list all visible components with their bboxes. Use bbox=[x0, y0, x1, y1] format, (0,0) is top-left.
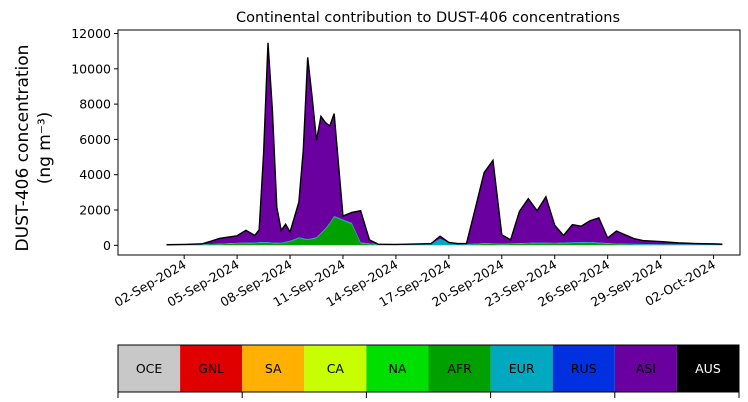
legend-swatch-oce bbox=[118, 345, 181, 392]
y-axis-label-line2: (ng m⁻³) bbox=[35, 112, 55, 185]
y-tick-label: 8000 bbox=[79, 97, 111, 112]
y-axis-label-line1: DUST-406 concentration bbox=[13, 45, 33, 252]
legend-swatch-na bbox=[366, 345, 429, 392]
legend-label-gnl: GNL bbox=[198, 361, 224, 376]
legend-label-rus: RUS bbox=[571, 361, 597, 376]
legend-label-eur: EUR bbox=[509, 361, 535, 376]
legend-swatch-afr bbox=[428, 345, 491, 392]
legend-swatch-gnl bbox=[180, 345, 243, 392]
axes-group: 02000400060008000100001200002-Sep-202405… bbox=[71, 26, 741, 310]
y-tick-label: 4000 bbox=[79, 167, 111, 182]
total-outline-group bbox=[166, 42, 723, 246]
y-axis-label: DUST-406 concentration (ng m⁻³) bbox=[13, 45, 55, 252]
y-tick-label: 12000 bbox=[71, 26, 111, 41]
legend-label-oce: OCE bbox=[136, 361, 163, 376]
area-asi bbox=[166, 42, 723, 245]
y-tick-label: 0 bbox=[103, 238, 111, 253]
legend-label-sa: SA bbox=[265, 361, 282, 376]
legend-swatch-ca bbox=[304, 345, 367, 392]
total-concentration-line bbox=[166, 42, 723, 246]
legend-swatch-rus bbox=[552, 345, 615, 392]
area-series-group bbox=[166, 42, 723, 246]
legend-label-na: NA bbox=[388, 361, 406, 376]
legend-swatch-sa bbox=[242, 345, 305, 392]
plot-frame bbox=[117, 29, 741, 256]
chart-title: Continental contribution to DUST-406 con… bbox=[236, 10, 620, 26]
legend-bar: OCE GNL SA CA NA AFR EUR RUS ASI AUS bbox=[117, 344, 740, 398]
y-tick-label: 6000 bbox=[79, 132, 111, 147]
y-tick-label: 2000 bbox=[79, 203, 111, 218]
legend-label-ca: CA bbox=[327, 361, 345, 376]
legend-frame bbox=[117, 344, 740, 393]
y-tick-label: 10000 bbox=[71, 61, 111, 76]
legend-swatch-aus bbox=[676, 345, 739, 392]
legend-label-afr: AFR bbox=[447, 361, 472, 376]
legend-label-aus: AUS bbox=[695, 361, 721, 376]
legend-swatch-asi bbox=[614, 345, 677, 392]
legend-swatch-eur bbox=[490, 345, 553, 392]
legend-label-asi: ASI bbox=[636, 361, 656, 376]
